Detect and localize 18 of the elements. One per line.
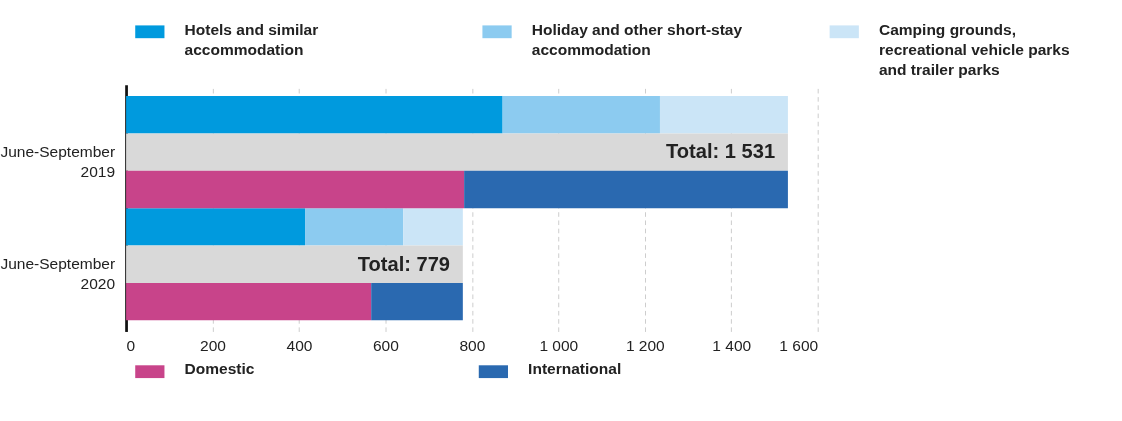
- data-label: Total: 779: [357, 252, 451, 275]
- x-tick-label: 400: [286, 337, 313, 355]
- x-tick-label: 1 000: [539, 337, 579, 355]
- x-tick-label: 1 600: [779, 337, 819, 355]
- legend-label: Hotels and similar accommodation: [184, 20, 319, 58]
- x-tick-label: 1 200: [625, 337, 666, 355]
- legend-label: Holiday and other short-stay accommodation: [531, 20, 743, 58]
- x-tick-label: 1 400: [712, 337, 752, 355]
- x-tick-label: 0: [126, 337, 136, 355]
- y-tick-label: June-September 2020: [0, 254, 116, 292]
- data-label: Total: 1 531: [666, 140, 776, 163]
- x-tick-label: 800: [459, 337, 486, 355]
- legend-label: Camping grounds, recreational vehicle parks and trailer parks: [878, 20, 1070, 78]
- y-tick-label: June-September 2019: [0, 142, 116, 180]
- legend-label: International: [528, 360, 622, 378]
- x-tick-label: 600: [372, 337, 400, 355]
- legend-label: Domestic: [184, 360, 255, 378]
- x-tick-label: 200: [200, 337, 227, 355]
